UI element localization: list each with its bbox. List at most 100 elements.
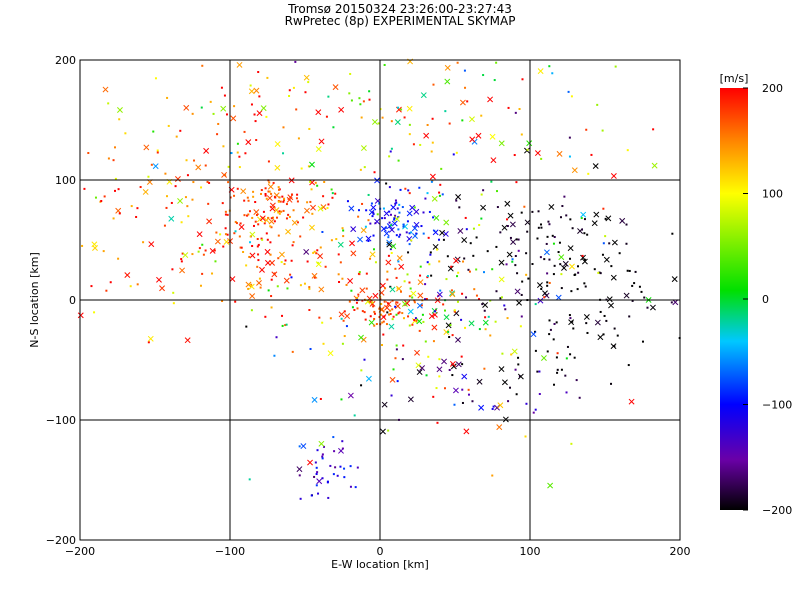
data-point-cross [457, 227, 464, 234]
data-point-dot [560, 273, 563, 276]
data-point-dot [300, 167, 303, 170]
data-point-cross [468, 320, 475, 327]
data-point-dot [480, 217, 483, 220]
data-point-dot [407, 251, 410, 254]
data-point-dot [557, 251, 560, 254]
data-point-dot [212, 112, 215, 115]
data-point-cross [414, 349, 420, 356]
data-point-dot [330, 188, 333, 191]
data-point-cross [511, 348, 518, 355]
data-point-dot [555, 321, 558, 324]
data-point-dot [396, 380, 399, 383]
data-point-dot [422, 211, 425, 214]
data-point-dot [306, 201, 309, 204]
data-point-dot [277, 234, 280, 237]
data-point-cross [296, 466, 303, 473]
data-point-dot [296, 200, 299, 203]
data-point-dot [564, 374, 567, 377]
data-point-dot [490, 180, 493, 183]
data-point-dot [265, 115, 268, 118]
data-point-dot [244, 152, 247, 155]
data-point-dot [129, 285, 132, 288]
data-point-dot [401, 358, 404, 361]
data-point-cross [489, 133, 496, 140]
data-point-cross [444, 78, 451, 85]
data-point-cross [443, 314, 450, 321]
data-point-cross [407, 396, 414, 403]
data-point-cross [259, 266, 265, 273]
data-point-dot [353, 414, 356, 417]
data-point-dot [343, 310, 346, 313]
data-point-cross [348, 205, 355, 212]
data-point-dot [408, 192, 411, 195]
data-point-dot [257, 71, 260, 74]
data-point-dot [407, 189, 410, 192]
data-point-dot [585, 322, 588, 325]
data-point-dot [507, 400, 510, 403]
data-point-dot [308, 127, 311, 130]
data-point-dot [254, 220, 257, 223]
data-point-cross [384, 304, 390, 311]
data-point-dot [419, 143, 422, 146]
data-point-dot [308, 286, 311, 289]
data-point-dot [278, 210, 281, 213]
data-point-dot [322, 342, 325, 345]
data-point-cross [347, 392, 354, 399]
data-point-cross [420, 92, 427, 99]
data-point-cross [558, 254, 565, 261]
data-point-dot [516, 272, 519, 275]
data-point-dot [467, 393, 470, 396]
data-point-dot [325, 115, 328, 118]
data-point-dot [315, 484, 318, 487]
data-point-dot [273, 272, 276, 275]
data-point-cross [183, 104, 190, 111]
data-point-dot [288, 94, 291, 97]
data-point-dot [408, 324, 411, 327]
data-point-dot [553, 236, 556, 239]
data-point-cross [256, 279, 262, 286]
data-point-dot [531, 263, 534, 266]
data-point-dot [367, 219, 370, 222]
data-point-dot [243, 199, 246, 202]
data-point-dot [322, 195, 325, 198]
data-point-dot [577, 271, 580, 274]
data-point-dot [264, 315, 267, 318]
data-point-dot [430, 274, 433, 277]
data-point-dot [399, 188, 402, 191]
data-point-dot [285, 323, 288, 326]
data-point-dot [625, 223, 628, 226]
data-point-dot [147, 341, 150, 344]
data-point-dot [408, 243, 411, 246]
data-point-dot [191, 198, 194, 201]
data-point-dot [308, 308, 311, 311]
data-point-cross [443, 219, 450, 226]
data-point-dot [365, 272, 368, 275]
data-point-dot [330, 239, 333, 242]
data-point-cross [504, 200, 511, 207]
data-point-cross [581, 258, 588, 265]
data-point-dot [197, 250, 200, 253]
data-point-dot [263, 222, 266, 225]
data-point-dot [467, 388, 470, 391]
data-point-dot [337, 253, 340, 256]
data-point-dot [292, 241, 295, 244]
data-point-dot [671, 232, 674, 235]
data-point-dot [448, 336, 451, 339]
data-point-cross [526, 140, 533, 147]
data-point-dot [343, 467, 346, 470]
data-point-dot [329, 464, 332, 467]
data-point-dot [186, 205, 189, 208]
data-point-cross [498, 259, 505, 266]
data-point-dot [520, 211, 523, 214]
data-point-dot [418, 186, 421, 189]
data-point-cross [310, 204, 316, 211]
data-point-dot [368, 98, 371, 101]
data-point-dot [388, 221, 391, 224]
data-point-cross [152, 163, 159, 170]
data-point-dot [193, 159, 196, 162]
data-point-dot [262, 210, 265, 213]
data-point-dot [275, 336, 278, 339]
data-point-dot [430, 150, 433, 153]
data-point-dot [166, 96, 169, 99]
data-point-dot [436, 421, 439, 424]
